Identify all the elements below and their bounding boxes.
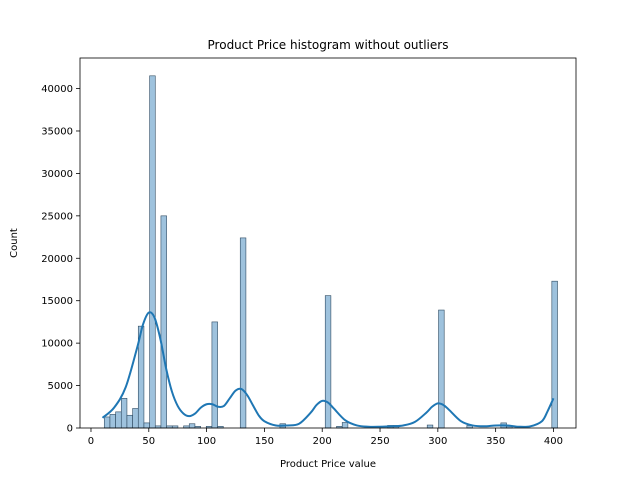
histogram-bars [103, 75, 558, 429]
x-axis-ticks: 0 50 100 150 200 250 300 350 400 [88, 428, 563, 447]
histogram-bar [103, 416, 111, 429]
histogram-bar [132, 408, 139, 429]
histogram-bar [211, 321, 218, 429]
plot-frame [79, 57, 577, 429]
y-tick-label: 0 [67, 424, 73, 435]
histogram-bar [551, 280, 558, 429]
chart-title: Product Price histogram without outliers [208, 38, 449, 52]
y-axis-ticks: 0 5000 10000 15000 20000 25000 30000 35000 40000 [41, 84, 80, 435]
histogram-bar [126, 414, 133, 429]
histogram-bar [426, 424, 434, 429]
histogram-bar [120, 397, 128, 429]
y-tick-label: 5000 [48, 381, 73, 392]
x-tick-label: 250 [370, 436, 389, 447]
y-tick-label: 35000 [41, 126, 73, 137]
y-tick-label: 25000 [41, 211, 73, 222]
x-tick-label: 50 [142, 436, 155, 447]
y-tick-label: 40000 [41, 84, 73, 95]
histogram-bar [160, 215, 167, 429]
x-axis-label: Product Price value [280, 459, 376, 470]
y-axis-label: Count [9, 228, 20, 258]
y-tick-label: 30000 [41, 169, 73, 180]
histogram-bar [149, 75, 156, 429]
x-tick-label: 0 [88, 436, 94, 447]
y-tick-label: 15000 [41, 296, 73, 307]
kde-curve [101, 311, 555, 428]
histogram-bar [188, 423, 196, 429]
x-tick-label: 100 [197, 436, 216, 447]
histogram-bar [115, 411, 122, 429]
x-tick-label: 150 [255, 436, 274, 447]
histogram-bar [143, 422, 150, 429]
x-tick-label: 300 [428, 436, 447, 447]
x-tick-label: 350 [486, 436, 505, 447]
histogram-bar [324, 295, 332, 429]
x-tick-label: 400 [544, 436, 563, 447]
histogram-bar [341, 422, 349, 429]
y-tick-label: 20000 [41, 254, 73, 265]
y-tick-label: 10000 [41, 339, 73, 350]
histogram-bar [239, 237, 247, 429]
x-tick-label: 200 [313, 436, 332, 447]
histogram-bar [438, 309, 445, 429]
histogram-bar [109, 414, 116, 429]
